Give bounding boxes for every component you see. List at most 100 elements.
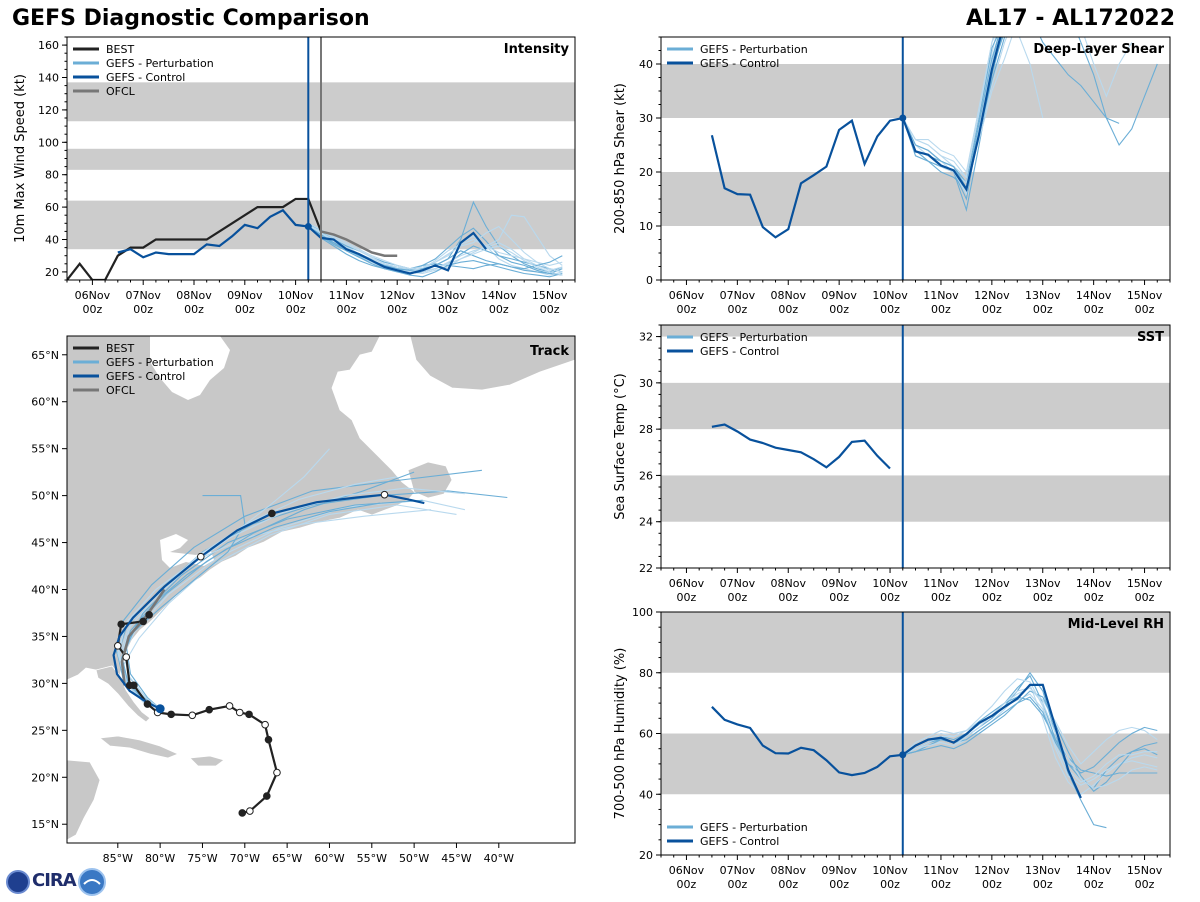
- x-tick-sublabel: 00z: [677, 591, 697, 604]
- x-tick-label: 13Nov: [430, 289, 466, 302]
- lat-tick-label: 60°N: [31, 396, 59, 409]
- control-init-point: [155, 704, 165, 714]
- lon-tick-label: 70°W: [230, 852, 260, 865]
- x-tick-sublabel: 00z: [387, 303, 407, 316]
- best-track-point: [205, 705, 214, 714]
- y-tick-label: 20: [45, 266, 59, 279]
- lon-tick-label: 40°W: [484, 852, 514, 865]
- x-tick-sublabel: 00z: [1084, 303, 1104, 316]
- x-tick-sublabel: 00z: [1033, 591, 1053, 604]
- lon-tick-label: 65°W: [272, 852, 302, 865]
- best-track-point: [264, 735, 273, 744]
- x-tick-sublabel: 00z: [880, 878, 900, 891]
- x-tick-label: 12Nov: [379, 289, 415, 302]
- control-track-point: [380, 490, 389, 499]
- plot-area: [661, 612, 1170, 855]
- x-tick-sublabel: 00z: [778, 591, 798, 604]
- x-tick-label: 08Nov: [771, 289, 807, 302]
- x-tick-label: 11Nov: [923, 577, 959, 590]
- y-tick-label: 20: [639, 849, 653, 862]
- x-tick-sublabel: 00z: [677, 878, 697, 891]
- hudson-bay-water: [150, 336, 230, 400]
- cira-logo: CIRA: [4, 866, 108, 898]
- x-tick-sublabel: 00z: [677, 303, 697, 316]
- best-line: [67, 197, 323, 280]
- track-plot-area: [112, 448, 508, 817]
- y-axis-label: 700-500 hPa Humidity (%): [613, 648, 628, 820]
- y-tick-label: 80: [639, 667, 653, 680]
- x-tick-label: 14Nov: [1076, 289, 1112, 302]
- panel-title: Track: [530, 344, 569, 359]
- y-axis-label: 200-850 hPa Shear (kt): [613, 83, 628, 234]
- control-line: [711, 683, 1082, 799]
- best-track-point: [263, 792, 271, 800]
- best-track-point: [273, 768, 281, 777]
- intensity-band: [661, 382, 1170, 430]
- control-line: [711, 423, 891, 470]
- best-track-point: [167, 710, 175, 719]
- perturbation-track: [123, 504, 457, 710]
- lat-tick-label: 25°N: [31, 724, 59, 737]
- perturbation-line: [902, 37, 999, 190]
- panel-sst: 06Nov00z07Nov00z08Nov00z09Nov00z10Nov00z…: [613, 324, 1171, 604]
- control-init-marker: [899, 114, 907, 122]
- x-tick-label: 11Nov: [923, 289, 959, 302]
- control-init-marker: [304, 223, 312, 231]
- perturbation-line: [902, 37, 1120, 201]
- y-tick-label: 30: [639, 377, 653, 390]
- x-tick-sublabel: 00z: [982, 303, 1002, 316]
- best-track-point: [122, 653, 131, 661]
- plot-area: [661, 325, 1170, 568]
- x-tick-label: 06Nov: [669, 864, 705, 877]
- x-tick-label: 12Nov: [974, 864, 1010, 877]
- x-tick-sublabel: 00z: [337, 303, 357, 316]
- x-tick-label: 07Nov: [125, 289, 161, 302]
- figure-title: GEFS Diagnostic Comparison: [12, 6, 370, 31]
- x-tick-label: 08Nov: [771, 864, 807, 877]
- x-tick-sublabel: 00z: [778, 303, 798, 316]
- x-tick-sublabel: 00z: [286, 303, 306, 316]
- x-tick-label: 08Nov: [771, 577, 807, 590]
- x-tick-label: 13Nov: [1025, 289, 1061, 302]
- y-tick-label: 26: [639, 469, 653, 482]
- panel-shear: 06Nov00z07Nov00z08Nov00z09Nov00z10Nov00z…: [613, 36, 1171, 316]
- axes-frame: [660, 324, 1171, 569]
- panel-title: SST: [1137, 330, 1164, 345]
- x-tick-label: 07Nov: [720, 577, 756, 590]
- hispaniola-land: [189, 755, 225, 767]
- legend-label: GEFS - Control: [700, 57, 779, 70]
- y-tick-label: 120: [38, 104, 59, 117]
- legend-label: GEFS - Perturbation: [700, 43, 808, 56]
- x-tick-sublabel: 00z: [931, 303, 951, 316]
- y-axis-label: 10m Max Wind Speed (kt): [13, 74, 28, 243]
- y-tick-label: 140: [38, 72, 59, 85]
- intensity-band: [661, 475, 1170, 522]
- perturbation-line: [308, 226, 563, 278]
- lat-tick-label: 30°N: [31, 677, 59, 690]
- lon-tick-label: 85°W: [103, 852, 133, 865]
- x-tick-sublabel: 00z: [1135, 303, 1155, 316]
- x-tick-sublabel: 00z: [83, 303, 103, 316]
- perturbation-line: [902, 674, 1158, 789]
- best-track-point: [117, 620, 125, 629]
- lat-tick-label: 55°N: [31, 443, 59, 456]
- intensity-band: [661, 325, 1170, 337]
- lon-tick-label: 80°W: [145, 852, 175, 865]
- control-track-point: [268, 509, 276, 518]
- x-tick-sublabel: 00z: [1084, 878, 1104, 891]
- panel-title: Mid-Level RH: [1068, 617, 1164, 632]
- perturbation-line: [307, 226, 563, 276]
- y-axis-label: Sea Surface Temp (°C): [613, 373, 628, 520]
- y-tick-label: 40: [45, 234, 59, 247]
- x-tick-label: 12Nov: [974, 289, 1010, 302]
- x-tick-sublabel: 00z: [829, 878, 849, 891]
- x-tick-label: 14Nov: [1076, 864, 1112, 877]
- legend-label: GEFS - Control: [700, 835, 779, 848]
- x-tick-sublabel: 00z: [931, 591, 951, 604]
- x-tick-sublabel: 00z: [778, 878, 798, 891]
- lon-tick-label: 45°W: [441, 852, 471, 865]
- legend-label: GEFS - Perturbation: [106, 57, 214, 70]
- perturbation-line: [902, 693, 1158, 786]
- lat-tick-label: 65°N: [31, 349, 59, 362]
- legend-label: GEFS - Perturbation: [700, 821, 808, 834]
